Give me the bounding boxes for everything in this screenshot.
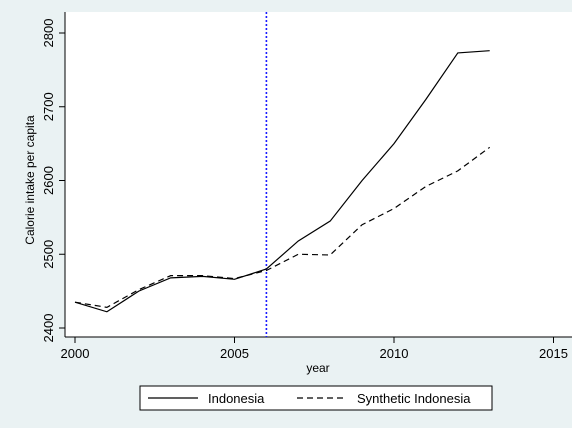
data-point: [361, 179, 364, 182]
data-point: [488, 146, 491, 149]
data-point: [137, 288, 140, 291]
data-point: [74, 301, 77, 304]
data-point: [393, 207, 396, 210]
y-axis: 2400 2500 2600 2700 2800: [41, 12, 66, 343]
data-point: [169, 274, 172, 277]
y-tick-label: 2500: [41, 240, 56, 269]
x-tick-label: 2015: [539, 346, 568, 361]
data-point: [456, 169, 459, 172]
data-point: [329, 220, 332, 223]
data-point: [105, 310, 108, 313]
data-point: [361, 223, 364, 226]
data-point: [201, 274, 204, 277]
y-axis-label: Calorie intake per capita: [23, 115, 37, 245]
data-point: [265, 269, 268, 272]
legend-label: Synthetic Indonesia: [357, 391, 471, 406]
series-layer: [74, 49, 491, 313]
data-point: [329, 253, 332, 256]
x-axis: 2000 2005 2010 2015: [61, 336, 572, 361]
data-point: [297, 253, 300, 256]
x-tick-label: 2000: [61, 346, 90, 361]
data-point: [424, 98, 427, 101]
data-point: [297, 239, 300, 242]
y-tick-label: 2800: [41, 19, 56, 48]
legend-box: [139, 385, 493, 411]
data-point: [393, 142, 396, 145]
data-point: [424, 185, 427, 188]
data-point: [488, 49, 491, 52]
legend: Indonesia Synthetic Indonesia: [139, 385, 493, 411]
y-tick-label: 2600: [41, 166, 56, 195]
y-tick-label: 2400: [41, 314, 56, 343]
series-line-synthetic-indonesia: [74, 146, 491, 308]
x-tick-label: 2010: [380, 346, 409, 361]
data-point: [105, 306, 108, 309]
y-tick-label: 2700: [41, 92, 56, 121]
data-point: [233, 277, 236, 280]
x-tick-label: 2005: [220, 346, 249, 361]
legend-label: Indonesia: [208, 391, 265, 406]
data-point: [456, 51, 459, 54]
plot-area: [65, 12, 572, 337]
series-line-indonesia: [74, 50, 490, 313]
x-axis-label: year: [306, 361, 329, 375]
